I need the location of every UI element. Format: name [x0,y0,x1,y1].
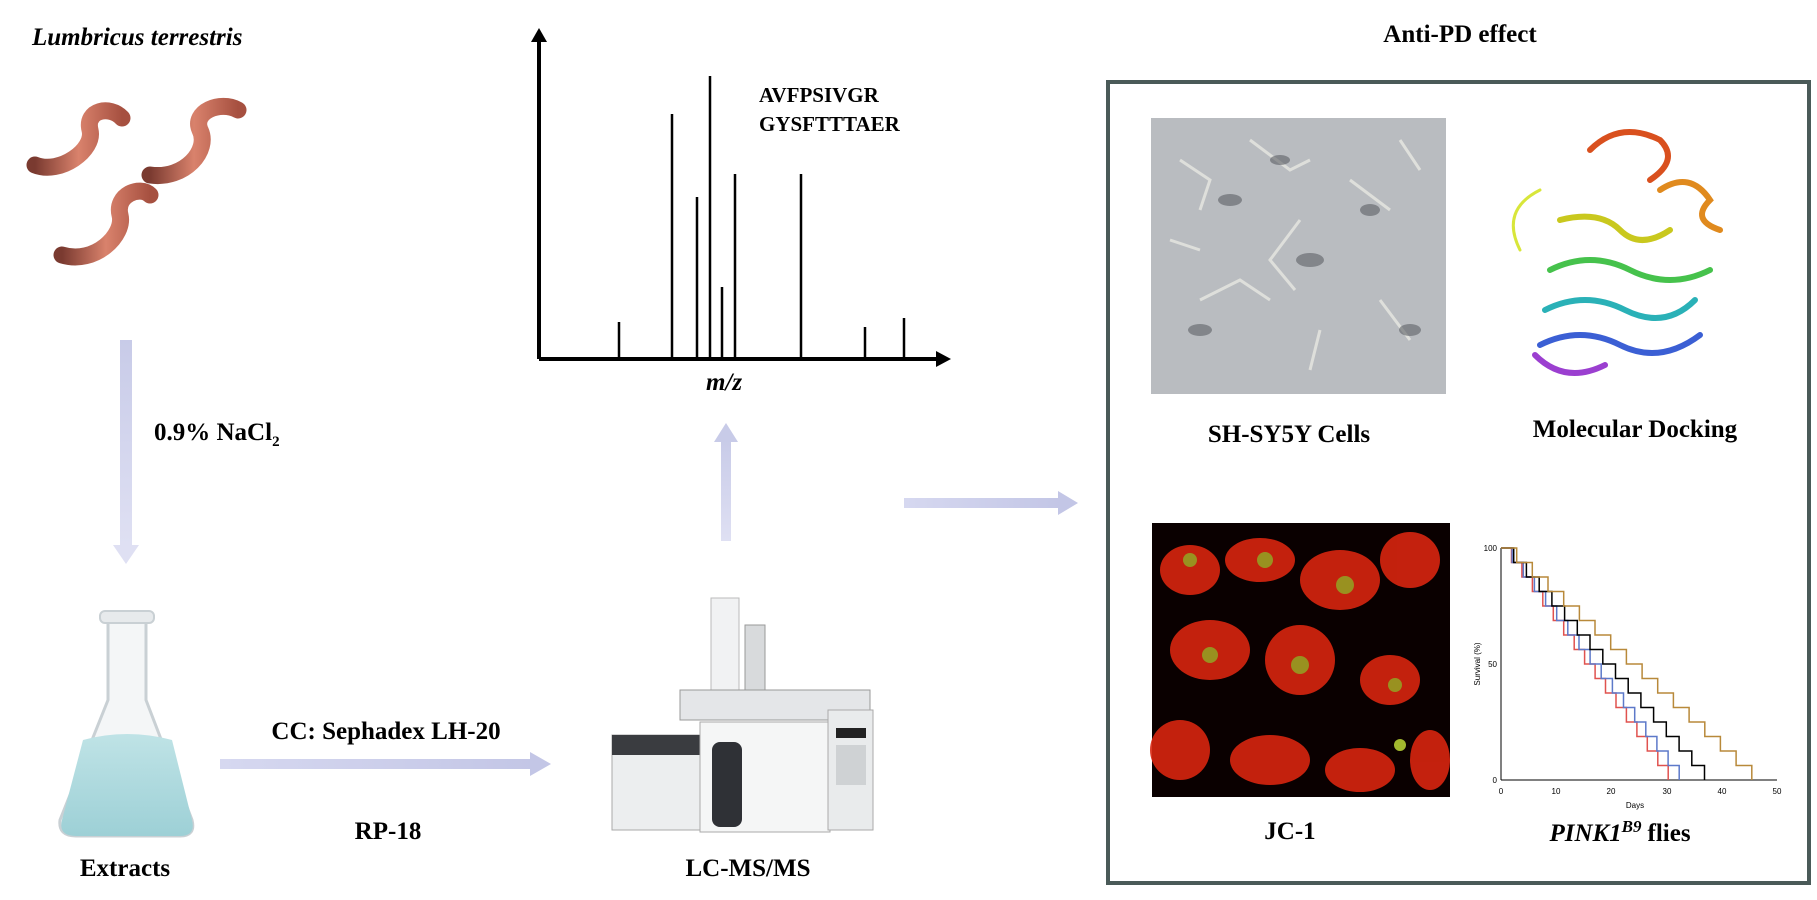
effects-frame [1106,80,1811,885]
organism: flies [1648,820,1691,847]
worms [26,97,247,266]
x-axis-label: Days [1626,801,1644,810]
arrow-right [904,491,1078,515]
instrument-label: LC-MS/MS [686,855,811,882]
panel-label: Molecular Docking [1533,416,1738,443]
panel-label: JC-1 [1264,818,1315,845]
tick-label: 50 [1488,660,1497,669]
tick-label: 40 [1718,787,1727,796]
tick-label: 30 [1663,787,1672,796]
flask [58,610,195,838]
allele: B9 [1621,817,1642,836]
spectrum-x-label: m/z [706,369,742,396]
panel-label: SH-SY5Y Cells [1208,421,1371,448]
effects-title: Anti-PD effect [1383,21,1537,48]
peptide: GYSFTTTAER [759,112,901,136]
tick-label: 0 [1499,787,1504,796]
survival-curve [1501,547,1753,780]
lc-ms-instrument [611,597,874,833]
survival-curve [1501,547,1706,780]
tick-label: 50 [1773,787,1782,796]
tick-label: 100 [1484,544,1498,553]
separation-top: CC: Sephadex LH-20 [271,718,500,745]
cell-image [1151,118,1446,394]
extraction-label: 0.9% NaCl2 [154,419,280,450]
panel-label: PINK1B9 flies [1548,817,1690,847]
separation-bottom: RP-18 [355,818,422,845]
peptide: AVFPSIVGR [759,83,880,107]
y-axis-label: Survival (%) [1473,642,1482,685]
jc1-image [1150,523,1450,797]
tick-label: 0 [1493,776,1498,785]
subscript: 2 [272,434,280,450]
tick-label: 20 [1607,787,1616,796]
gene: PINK1 [1548,820,1621,847]
arrow-right [220,752,551,776]
survival-curve [1501,547,1680,780]
spectrum [531,28,951,367]
arrow-down [113,340,139,564]
arrow-up [714,423,738,541]
tick-label: 10 [1552,787,1561,796]
survival-curve [1501,547,1669,780]
extracts-label: Extracts [80,855,171,882]
protein-structure [1511,129,1723,376]
survival-plot: 100 50 0 0 10 20 30 40 50 Days Survival … [1473,544,1782,810]
solvent: 0.9% NaCl [154,419,272,446]
source-title: Lumbricus terrestris [31,24,242,51]
